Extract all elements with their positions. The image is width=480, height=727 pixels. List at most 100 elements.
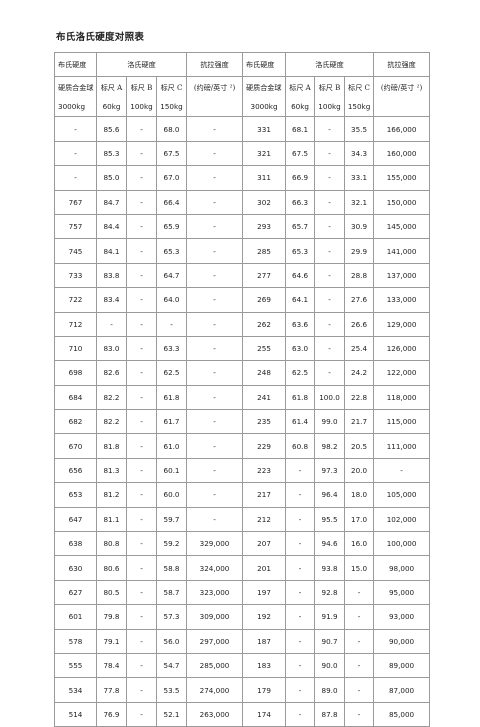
table-cell: 174: [242, 701, 287, 727]
scale-c-header: 标尺 C: [344, 76, 375, 99]
table-cell: -: [126, 311, 157, 337]
table-cell: -: [344, 701, 375, 727]
table-cell: -: [186, 409, 244, 435]
table-cell: 32.1: [344, 189, 375, 215]
header-row-3: 3000kg 60kg 100kg 150kg 3000kg 60kg 100k…: [54, 98, 431, 118]
tensile-header: 抗拉强度: [373, 51, 431, 78]
table-cell: 192: [242, 604, 287, 630]
table-cell: 67.0: [155, 165, 188, 191]
table-cell: 64.0: [155, 287, 188, 313]
table-cell: 93,000: [373, 604, 431, 630]
load-3000-header: 3000kg: [54, 98, 97, 118]
table-cell: 670: [54, 433, 97, 459]
table-cell: 277: [242, 262, 287, 289]
table-cell: -: [126, 652, 157, 679]
table-cell: -: [126, 433, 157, 459]
table-cell: 59.7: [155, 506, 188, 533]
table-cell: 302: [242, 189, 287, 215]
table-cell: 710: [54, 335, 97, 362]
scale-a-header: 标尺 A: [96, 76, 127, 99]
scale-b-header: 标尺 B: [126, 76, 157, 99]
table-cell: 80.5: [96, 579, 127, 606]
table-cell: 92.8: [314, 579, 346, 606]
table-cell: 30.9: [344, 213, 375, 240]
table-cell: 89,000: [373, 652, 431, 679]
table-cell: 27.6: [344, 287, 375, 313]
table-cell: 83.0: [96, 335, 127, 362]
table-cell: 84.7: [96, 189, 127, 215]
table-cell: -: [285, 628, 316, 654]
table-cell: 329,000: [186, 531, 244, 557]
table-cell: -: [285, 579, 316, 606]
table-cell: -: [285, 555, 316, 581]
table-cell: 638: [54, 531, 97, 557]
table-cell: 21.7: [344, 409, 375, 435]
table-cell: 100.0: [314, 384, 346, 411]
table-cell: 58.7: [155, 579, 188, 606]
table-cell: -: [126, 457, 157, 484]
table-cell: 81.3: [96, 457, 127, 484]
table-cell: 78.4: [96, 652, 127, 679]
table-cell: 94.6: [314, 531, 346, 557]
table-cell: -: [314, 189, 346, 215]
table-cell: -: [186, 457, 244, 484]
table-cell: 647: [54, 506, 97, 533]
table-cell: -: [186, 238, 244, 264]
load-60-header: 60kg: [285, 98, 316, 118]
table-cell: -: [126, 384, 157, 411]
table-cell: 733: [54, 262, 97, 289]
table-cell: 653: [54, 482, 97, 508]
table-cell: 514: [54, 701, 97, 727]
table-cell: 179: [242, 677, 287, 703]
table-cell: -: [186, 140, 244, 167]
table-cell: -: [96, 311, 127, 337]
table-cell: 59.2: [155, 531, 188, 557]
table-cell: 263,000: [186, 701, 244, 727]
table-cell: 297,000: [186, 628, 244, 654]
table-cell: -: [314, 360, 346, 386]
table-cell: 18.0: [344, 482, 375, 508]
table-cell: 722: [54, 287, 97, 313]
table-cell: -: [186, 433, 244, 459]
table-cell: 83.8: [96, 262, 127, 289]
table-cell: -: [314, 116, 346, 142]
tensile-unit-header: (约磅/英寸 ²): [373, 76, 431, 99]
table-cell: 311: [242, 165, 287, 191]
table-row: -85.0-67.0-311 66.9-33.1 155,000: [54, 165, 431, 191]
table-row: 712- - - -262 63.6-26.6 129,000: [54, 311, 431, 337]
table-cell: 767: [54, 189, 97, 215]
table-cell: 34.3: [344, 140, 375, 167]
table-cell: -: [126, 238, 157, 264]
table-cell: 118,000: [373, 384, 431, 411]
table-cell: 20.0: [344, 457, 375, 484]
table-cell: 133,000: [373, 287, 431, 313]
table-cell: -: [314, 140, 346, 167]
table-cell: 100,000: [373, 531, 431, 557]
table-cell: 187: [242, 628, 287, 654]
table-cell: 684: [54, 384, 97, 411]
table-cell: 122,000: [373, 360, 431, 386]
table-cell: 60.0: [155, 482, 188, 508]
table-cell: 84.4: [96, 213, 127, 240]
table-cell: 555: [54, 652, 97, 679]
table-cell: 207: [242, 531, 287, 557]
table-cell: 83.4: [96, 287, 127, 313]
table-cell: -: [186, 165, 244, 191]
table-row: 698 82.6-62.5-248 62.5-24.2 122,000: [54, 360, 431, 386]
table-cell: 712: [54, 311, 97, 337]
table-cell: 79.1: [96, 628, 127, 654]
table-cell: -: [126, 287, 157, 313]
table-cell: -: [126, 531, 157, 557]
table-cell: 115,000: [373, 409, 431, 435]
table-cell: 22.8: [344, 384, 375, 411]
load-3000-header: 3000kg: [242, 98, 287, 118]
table-cell: 166,000: [373, 116, 431, 142]
table-cell: 33.1: [344, 165, 375, 191]
table-cell: 82.6: [96, 360, 127, 386]
rockwell-header: 洛氏硬度: [95, 51, 188, 78]
table-cell: 81.1: [96, 506, 127, 533]
rockwell-header: 洛氏硬度: [285, 51, 375, 78]
table-cell: 63.6: [285, 311, 316, 337]
table-cell: 66.4: [155, 189, 188, 215]
table-cell: 93.8: [314, 555, 346, 581]
